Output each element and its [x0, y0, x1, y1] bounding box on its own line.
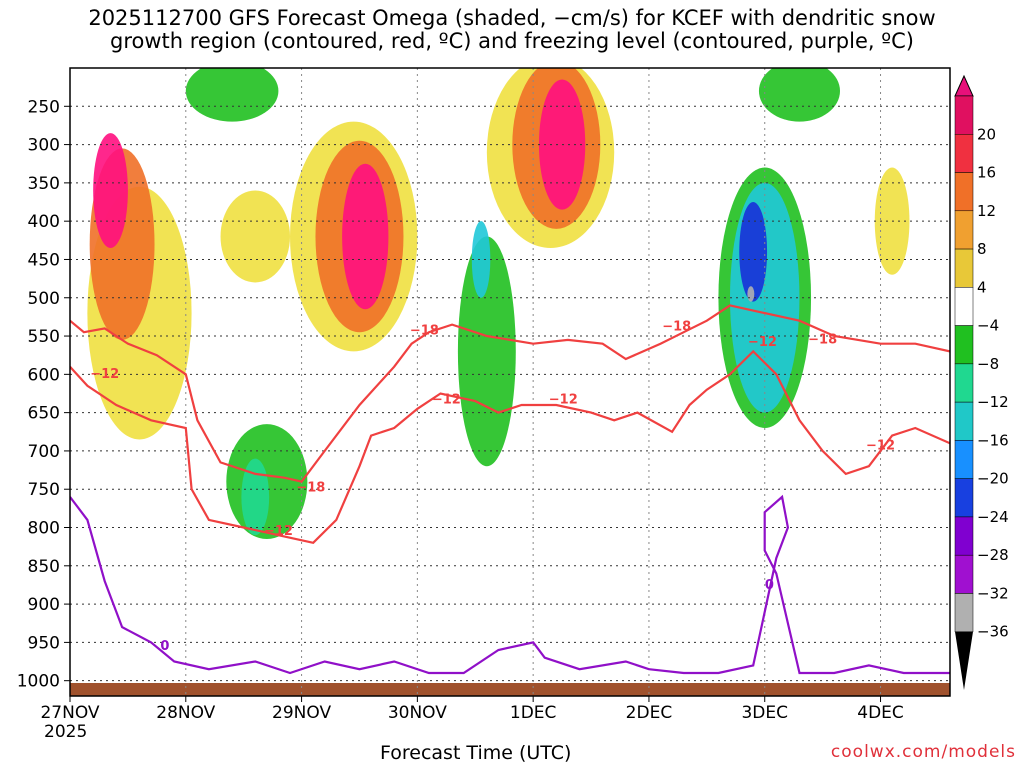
- contour-series-2: [70, 494, 950, 675]
- y-tick-label-650: 650: [28, 404, 60, 424]
- omega-blob-pos-a-core: [93, 133, 128, 248]
- plot-frame: [69, 67, 951, 697]
- colorbar-top-arrow: [954, 74, 974, 97]
- x-tick-label-30NOV: 30NOV: [388, 703, 447, 723]
- contour-label-7: −12: [748, 335, 777, 350]
- omega-blob-neg-d: [185, 68, 279, 122]
- colorbar-cell-12: [954, 554, 974, 594]
- colorbar-cell-5: [954, 287, 974, 326]
- colorbar-cell-7: [954, 363, 974, 403]
- colorbar-cell-8: [954, 401, 974, 441]
- colorbar-label-2: 12: [977, 202, 996, 220]
- colorbar-cell-6: [954, 325, 974, 365]
- contour-lines: [70, 304, 950, 675]
- chart-title-line2: growth region (contoured, red, ºC) and f…: [110, 29, 914, 53]
- contour-series-0: [70, 304, 950, 483]
- credit-link[interactable]: coolwx.com/models: [830, 742, 1016, 762]
- colorbar-label-3: 8: [977, 240, 987, 258]
- colorbar: 20 16 12 8 4 −4 −8 −12 −16 −20 −24 −28 −32 −36: [954, 74, 1009, 690]
- omega-shading: [87, 68, 910, 539]
- omega-blob-neg-b-core: [471, 221, 491, 298]
- contour-label-0: −12: [90, 367, 119, 382]
- contour-label-10: 0: [160, 639, 169, 654]
- contour-label-2: −12: [264, 524, 293, 539]
- colorbar-cell-10: [954, 478, 974, 518]
- colorbar-cell-9: [954, 440, 974, 479]
- contour-label-9: −12: [866, 438, 895, 453]
- contour-label-5: −12: [549, 392, 578, 407]
- colorbar-bottom-arrow: [955, 631, 973, 690]
- colorbar-cell-11: [954, 516, 974, 556]
- y-tick-label-700: 700: [28, 442, 60, 462]
- contour-label-6: −18: [662, 320, 691, 335]
- colorbar-label-6: −8: [977, 355, 999, 373]
- x-tick-label-28NOV: 28NOV: [156, 703, 215, 723]
- contour-label-1: −18: [296, 481, 325, 496]
- y-tick-label-950: 950: [28, 633, 60, 653]
- omega-blob-pos-b-core: [342, 163, 389, 310]
- contour-label-3: −18: [410, 324, 439, 339]
- x-tick-label-2DEC: 2DEC: [626, 703, 673, 723]
- y-tick-label-600: 600: [28, 365, 60, 385]
- terrain-fill: [70, 682, 950, 696]
- colorbar-cell-13: [954, 593, 974, 632]
- omega-blob-neg-c-core: [241, 458, 270, 536]
- y-tick-label-550: 550: [28, 327, 60, 347]
- colorbar-label-4: 4: [977, 278, 987, 296]
- x-tick-label-3DEC: 3DEC: [741, 703, 788, 723]
- colorbar-label-7: −12: [977, 393, 1009, 411]
- x-axis-label: Forecast Time (UTC): [380, 742, 572, 764]
- y-tick-label-500: 500: [28, 289, 60, 309]
- y-tick-label-850: 850: [28, 557, 60, 577]
- omega-blob-pos-d: [220, 190, 290, 283]
- x-tick-label-1DEC: 1DEC: [510, 703, 557, 723]
- omega-blob-neg-e: [758, 68, 840, 122]
- y-tick-label-1000: 1000: [17, 672, 60, 692]
- y-tick-label-400: 400: [28, 212, 60, 232]
- colorbar-cell-2: [954, 172, 974, 212]
- y-tick-label-450: 450: [28, 250, 60, 270]
- omega-blob-neg-b: [457, 236, 516, 467]
- colorbar-label-13: −36: [977, 623, 1009, 641]
- terrain-strip: [70, 682, 950, 696]
- omega-blob-neg-a-peak: [747, 286, 755, 302]
- colorbar-cell-3: [954, 210, 974, 250]
- colorbar-cell-0: [954, 95, 974, 135]
- contour-labels: −12 −18 −12 −18 −12 −12 −18 −12 −18 −12 0 0: [90, 320, 895, 654]
- y-tick-label-350: 350: [28, 174, 60, 194]
- y-tick-label-300: 300: [28, 136, 60, 156]
- colorbar-label-10: −24: [977, 508, 1009, 526]
- x-axis: 27NOV 28NOV 29NOV 30NOV 1DEC 2DEC 3DEC 4DEC: [40, 696, 904, 723]
- x-tick-label-27NOV: 27NOV: [40, 703, 99, 723]
- x-tick-label-29NOV: 29NOV: [272, 703, 331, 723]
- year-label: 2025: [44, 722, 88, 742]
- colorbar-label-8: −16: [977, 431, 1009, 449]
- grid-lines: [70, 68, 950, 696]
- colorbar-cell-1: [954, 134, 974, 173]
- colorbar-label-0: 20: [977, 125, 996, 143]
- colorbar-label-9: −20: [977, 470, 1009, 488]
- contour-label-11: 0: [765, 578, 774, 593]
- y-tick-label-900: 900: [28, 595, 60, 615]
- y-tick-label-800: 800: [28, 519, 60, 539]
- contour-label-8: −18: [808, 333, 837, 348]
- omega-blob-neg-a-core: [739, 202, 768, 302]
- colorbar-label-11: −28: [977, 546, 1009, 564]
- y-tick-label-750: 750: [28, 480, 60, 500]
- colorbar-label-5: −4: [977, 317, 999, 335]
- colorbar-cell-4: [954, 248, 974, 288]
- x-tick-label-4DEC: 4DEC: [857, 703, 904, 723]
- contour-label-4: −12: [432, 392, 461, 407]
- y-tick-label-250: 250: [28, 97, 60, 117]
- y-axis: 250 300 350 400 450 500 550 600 650 700 750 800 850 9…: [17, 97, 70, 692]
- contour-series-1: [70, 349, 950, 545]
- colorbar-label-1: 16: [977, 164, 996, 182]
- chart-title-line1: 2025112700 GFS Forecast Omega (shaded, −…: [88, 6, 936, 30]
- colorbar-label-12: −32: [977, 584, 1009, 602]
